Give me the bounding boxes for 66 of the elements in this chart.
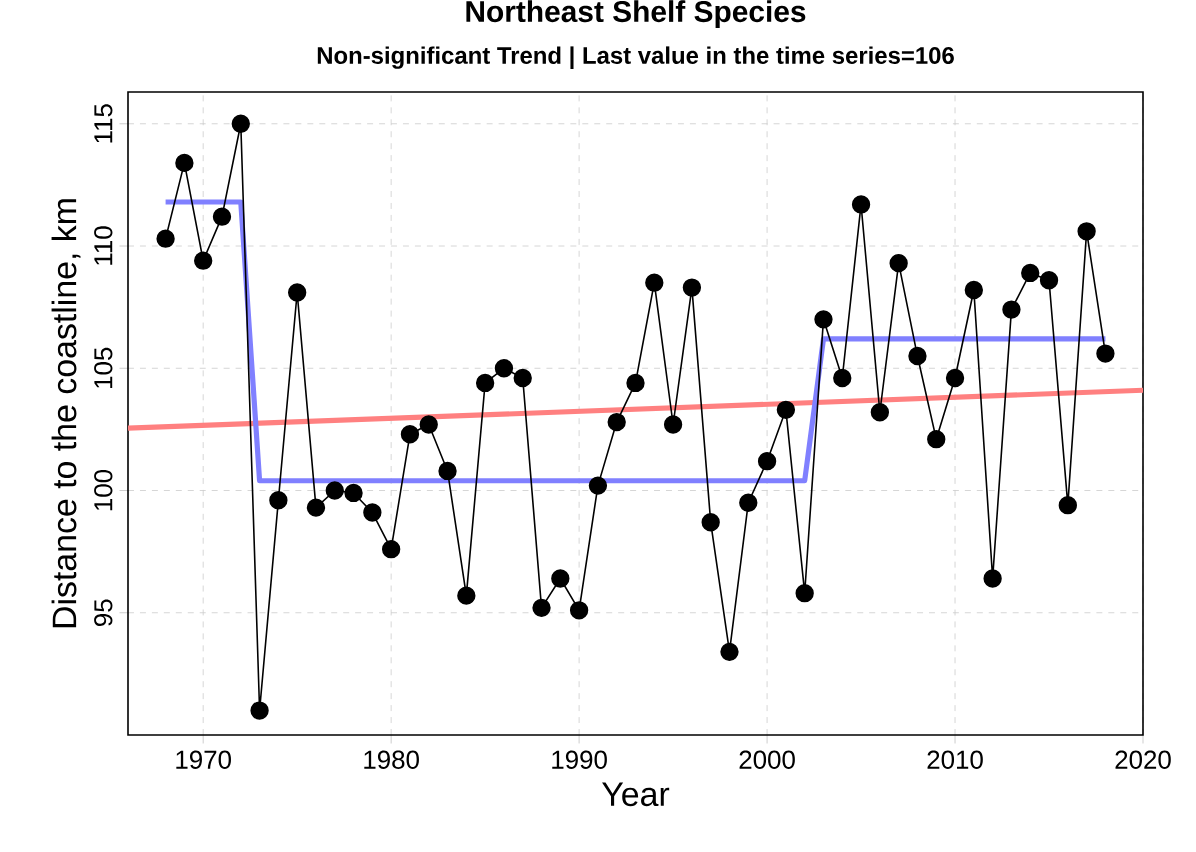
x-tick-label: 1990 [552,750,607,769]
x-tick-label: 1970 [176,750,231,769]
x-tick-label: 2000 [739,750,795,769]
point [870,403,890,422]
point [588,476,608,495]
point [964,280,983,300]
point [551,569,570,588]
point [1039,271,1059,290]
point [701,513,720,532]
y-axis-title: Distance to the coastline, km [51,199,81,628]
point [532,598,551,618]
point [1077,222,1096,241]
point [682,278,702,297]
point [400,425,420,444]
point [381,540,401,559]
point [927,430,946,449]
y-tick-label: 115 [94,104,113,143]
point [983,569,1002,588]
point [851,195,871,214]
x-axis-title: Year [602,782,670,807]
point [889,253,908,273]
point [269,491,288,510]
point [1021,263,1040,283]
point [344,483,363,503]
point [250,701,269,720]
point [1002,300,1021,319]
point [457,586,476,605]
point [494,359,514,378]
point [945,368,965,388]
point [156,229,175,248]
y-tick-label: 105 [94,347,113,388]
point [1096,344,1115,363]
point [325,481,344,500]
point [475,373,495,393]
x-tick-label: 2010 [927,750,983,769]
point [419,415,438,434]
point [795,584,814,603]
point [513,368,532,388]
point [814,310,833,329]
point [626,373,645,393]
point [212,207,232,226]
point [288,283,307,302]
y-tick-label: 100 [94,469,113,511]
point [720,642,739,662]
point [663,415,683,434]
y-tick-label: 110 [94,226,113,265]
point [231,114,250,133]
point [908,346,927,366]
point [194,251,213,270]
point [776,400,796,419]
point [363,503,382,522]
point [569,601,589,620]
point [438,461,457,481]
chart-subtitle: Non-significant Trend | Last value in the time series=106 [317,46,954,70]
y-tick-label: 95 [94,599,113,626]
x-tick-label: 2020 [1115,750,1171,769]
point [607,412,626,432]
point [833,368,852,388]
point [739,493,758,512]
point [1058,496,1077,515]
point [175,153,194,173]
point [306,498,326,517]
point [645,273,664,292]
chart-title: Northeast Shelf Species [466,0,806,29]
point [757,452,777,471]
x-tick-label: 1980 [364,750,419,769]
